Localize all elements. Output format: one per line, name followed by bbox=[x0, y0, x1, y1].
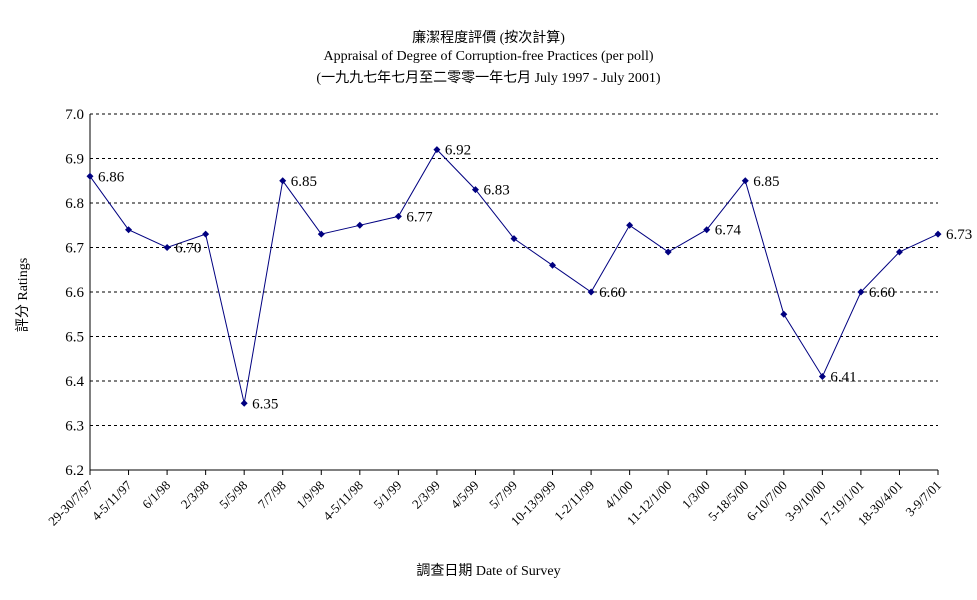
data-point bbox=[394, 212, 402, 220]
x-tick-label: 6/1/98 bbox=[139, 478, 173, 512]
data-label: 6.85 bbox=[753, 174, 779, 190]
data-point bbox=[356, 221, 364, 229]
data-label: 6.86 bbox=[98, 169, 125, 185]
data-point bbox=[895, 248, 903, 256]
data-point bbox=[279, 177, 287, 185]
y-tick-label: 6.9 bbox=[65, 152, 84, 168]
data-point bbox=[587, 288, 595, 296]
data-point bbox=[471, 186, 479, 194]
data-label: 6.60 bbox=[599, 285, 625, 301]
x-tick-label: 5/5/98 bbox=[216, 478, 250, 512]
data-label: 6.73 bbox=[946, 227, 972, 243]
data-point bbox=[664, 248, 672, 256]
data-point bbox=[818, 373, 826, 381]
data-label: 6.77 bbox=[406, 209, 433, 225]
data-point bbox=[626, 221, 634, 229]
data-point bbox=[703, 226, 711, 234]
chart-subtitle-period: (一九九七年七月至二零零一年七月 July 1997 - July 2001) bbox=[316, 71, 661, 86]
x-tick-label: 4-5/11/97 bbox=[89, 477, 135, 523]
y-tick-label: 6.5 bbox=[65, 330, 84, 346]
data-point bbox=[240, 399, 248, 407]
y-tick-label: 6.3 bbox=[65, 419, 84, 435]
y-axis-label: 評分 Ratings bbox=[16, 257, 31, 333]
data-point bbox=[741, 177, 749, 185]
x-tick-label: 5-18/5/00 bbox=[705, 478, 751, 524]
y-tick-label: 6.4 bbox=[65, 374, 84, 390]
series-line bbox=[89, 148, 939, 404]
x-tick-label: 29-30/7/97 bbox=[45, 477, 96, 528]
data-label: 6.92 bbox=[445, 143, 471, 159]
chart-title: 廉潔程度評價 (按次計算) bbox=[412, 31, 565, 46]
x-tick-label: 2/3/98 bbox=[178, 478, 212, 512]
data-point bbox=[125, 226, 133, 234]
x-tick-label: 6-10/7/00 bbox=[744, 478, 790, 524]
data-label: 6.74 bbox=[715, 223, 742, 239]
x-axis-label: 調查日期 Date of Survey bbox=[416, 564, 561, 579]
x-tick-label: 1-2/11/99 bbox=[551, 478, 597, 524]
data-point bbox=[202, 230, 210, 238]
data-point bbox=[857, 288, 865, 296]
y-tick-label: 6.2 bbox=[65, 463, 84, 479]
x-tick-label: 1/3/00 bbox=[679, 478, 713, 512]
x-tick-label: 7/7/98 bbox=[255, 478, 289, 512]
data-label: 6.41 bbox=[830, 370, 856, 386]
x-tick-label: 2/3/99 bbox=[409, 478, 443, 512]
x-tick-label: 1/9/98 bbox=[293, 478, 327, 512]
y-tick-label: 6.8 bbox=[65, 196, 84, 212]
x-tick-label: 5/7/99 bbox=[486, 478, 520, 512]
x-tick-label: 5/1/99 bbox=[370, 478, 404, 512]
data-point bbox=[317, 230, 325, 238]
x-tick-label: 4-5/11/98 bbox=[320, 478, 366, 524]
x-tick-label: 4/1/00 bbox=[602, 478, 636, 512]
x-tick-label: 4/5/99 bbox=[447, 478, 481, 512]
data-point bbox=[549, 261, 557, 269]
y-tick-label: 6.6 bbox=[65, 285, 84, 301]
data-label: 6.60 bbox=[869, 285, 895, 301]
data-point bbox=[934, 230, 942, 238]
y-tick-label: 6.7 bbox=[65, 241, 84, 257]
data-point bbox=[163, 244, 171, 251]
x-tick-label: 3-9/7/01 bbox=[902, 478, 944, 520]
data-label: 6.83 bbox=[483, 183, 509, 199]
data-point bbox=[510, 235, 518, 243]
data-point bbox=[433, 146, 441, 154]
data-point bbox=[780, 310, 788, 318]
data-point bbox=[86, 172, 94, 180]
data-label: 6.85 bbox=[291, 174, 317, 190]
chart-subtitle: Appraisal of Degree of Corruption-free P… bbox=[323, 49, 654, 64]
data-label: 6.35 bbox=[252, 396, 278, 412]
data-label: 6.70 bbox=[175, 241, 201, 257]
y-tick-label: 7.0 bbox=[65, 107, 84, 123]
